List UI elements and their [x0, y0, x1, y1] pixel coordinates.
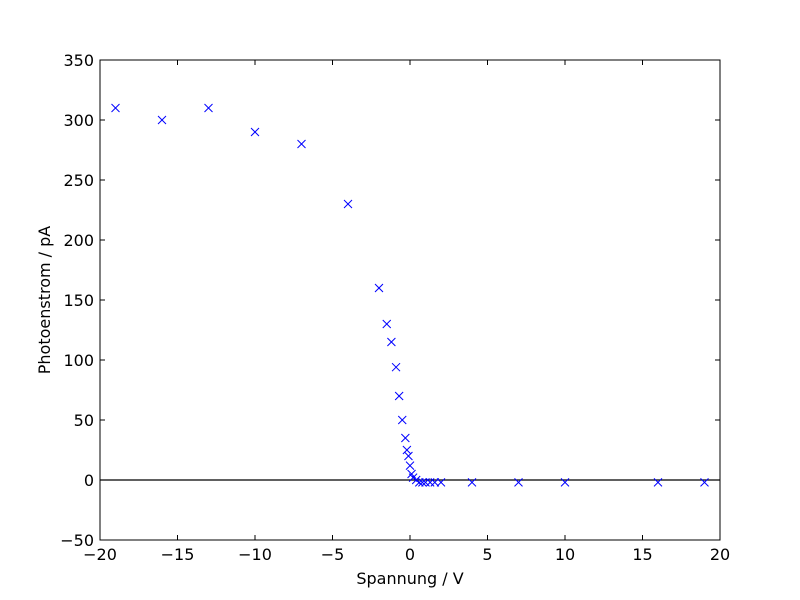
axis-ticks [99, 59, 721, 541]
data-point [700, 478, 709, 487]
y-tick-label: 0 [84, 471, 94, 490]
data-point [400, 433, 410, 443]
data-point [560, 478, 570, 487]
marker-stroke [157, 115, 167, 125]
data-point [382, 319, 392, 329]
marker-stroke [391, 362, 401, 372]
data-point [467, 478, 477, 487]
y-tick-label: −50 [60, 531, 94, 550]
data-point [111, 103, 120, 113]
x-axis-label: Spannung / V [356, 569, 463, 588]
data-point [157, 115, 167, 125]
marker-stroke [405, 461, 415, 470]
data-point [430, 478, 440, 487]
x-tick-label: −10 [238, 545, 272, 564]
data-point [404, 451, 413, 461]
marker-stroke [414, 478, 424, 487]
y-tick-label: 200 [63, 231, 94, 250]
marker-stroke [374, 283, 384, 293]
data-point [391, 362, 401, 372]
x-tick-label: 5 [482, 545, 492, 564]
data-point [436, 478, 446, 487]
data-point [405, 461, 415, 470]
data-point [653, 478, 663, 487]
marker-stroke [436, 478, 446, 487]
y-tick-label: 100 [63, 351, 94, 370]
y-tick-label: 50 [74, 411, 94, 430]
data-point [397, 415, 407, 425]
marker-stroke [343, 199, 353, 209]
y-tick-label: 300 [63, 111, 94, 130]
y-tick-label: 250 [63, 171, 94, 190]
data-point [204, 103, 213, 113]
tick-labels: −20 −15 −10 −5 0 5 10 15 20−50050100150200250300… [60, 51, 730, 564]
marker-stroke [204, 103, 213, 113]
marker-stroke [402, 445, 412, 455]
marker-stroke [111, 103, 120, 113]
data-point [387, 337, 396, 347]
marker-stroke [700, 478, 709, 487]
data-point [414, 478, 424, 487]
marker-stroke [418, 478, 427, 487]
marker-stroke [250, 127, 260, 137]
data-point [343, 199, 353, 209]
marker-stroke [514, 478, 523, 487]
marker-stroke [387, 337, 396, 347]
data-point [394, 391, 404, 401]
marker-stroke [382, 319, 392, 329]
marker-stroke [430, 478, 440, 487]
marker-stroke [404, 451, 413, 461]
x-tick-label: −20 [83, 545, 117, 564]
y-tick-label: 350 [63, 51, 94, 70]
x-tick-label: −5 [321, 545, 345, 564]
data-point [250, 127, 260, 137]
x-tick-label: −15 [161, 545, 195, 564]
y-axis-label: Photoenstrom / pA [35, 226, 54, 375]
x-tick-label: 0 [405, 545, 415, 564]
marker-stroke [297, 139, 306, 149]
data-point [297, 139, 306, 149]
x-tick-label: 15 [632, 545, 652, 564]
marker-stroke [653, 478, 663, 487]
data-point [418, 478, 427, 487]
data-point [402, 445, 412, 455]
marker-stroke [394, 391, 404, 401]
y-tick-label: 150 [63, 291, 94, 310]
axes-frame [99, 59, 721, 541]
marker-stroke [560, 478, 570, 487]
data-point [514, 478, 523, 487]
marker-stroke [397, 415, 407, 425]
x-tick-label: 10 [555, 545, 575, 564]
data-point [374, 283, 384, 293]
x-tick-label: 20 [710, 545, 730, 564]
marker-stroke [407, 469, 416, 479]
marker-stroke [467, 478, 477, 487]
data-markers [111, 103, 709, 487]
marker-stroke [400, 433, 410, 443]
